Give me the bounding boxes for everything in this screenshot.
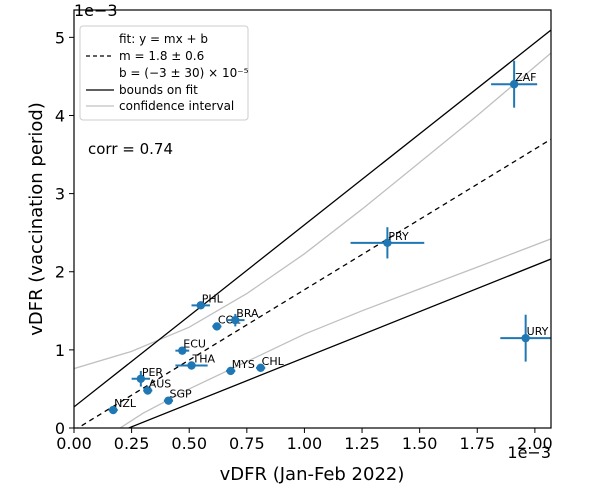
label-tha: THA	[192, 352, 216, 365]
x-tick-label-7: 1.75	[459, 434, 495, 453]
y-axis-label: vDFR (vaccination period)	[26, 102, 47, 336]
y-tick-label-1: 1	[55, 341, 65, 360]
x-tick-label-4: 1.00	[287, 434, 323, 453]
y-tick-label-0: 0	[55, 419, 65, 438]
label-ecu: ECU	[183, 338, 206, 351]
y-tick-label-4: 4	[55, 106, 65, 125]
x-tick-label-0: 0.00	[56, 434, 92, 453]
marker-pry	[383, 238, 392, 248]
marker-bra	[231, 315, 240, 325]
y-axis-ticks: 0 1 2 3 4 5	[55, 28, 74, 438]
x-tick-label-8: 2.00	[517, 434, 553, 453]
label-mys: MYS	[232, 358, 255, 371]
point-sgp: SGP	[163, 388, 192, 405]
x-tick-label-5: 1.25	[344, 434, 380, 453]
point-tha: THA	[175, 352, 216, 370]
marker-ury	[521, 333, 530, 343]
marker-col	[212, 322, 222, 331]
label-nzl: NZL	[114, 397, 137, 410]
legend-bounds-label: bounds on fit	[119, 83, 198, 97]
legend-slope: m = 1.8 ± 0.6	[119, 49, 204, 63]
x-axis-exponent: 1e−3	[507, 443, 551, 462]
label-zaf: ZAF	[515, 71, 536, 84]
fit-line	[76, 138, 551, 428]
fit-lines-layer	[74, 29, 551, 428]
point-chl: CHL	[256, 355, 285, 373]
x-tick-label-3: 0.75	[229, 434, 265, 453]
y-tick-label-3: 3	[55, 185, 65, 204]
point-aus: AUS	[143, 377, 172, 395]
x-tick-label-1: 0.25	[114, 434, 150, 453]
legend-confidence-label: confidence interval	[119, 99, 234, 113]
point-per: PER	[131, 366, 164, 387]
point-nzl: NZL	[108, 397, 137, 415]
marker-phl	[196, 301, 205, 310]
legend-fit-title: fit: y = mx + b	[119, 32, 208, 46]
correlation-annotation: corr = 0.74	[88, 140, 173, 158]
point-ury: URY	[500, 314, 551, 362]
marker-nzl	[108, 405, 118, 415]
marker-chl	[256, 363, 265, 373]
y-tick-label-5: 5	[55, 28, 65, 47]
confidence-interval-lower	[119, 238, 551, 428]
legend: fit: y = mx + b m = 1.8 ± 0.6 b = (−3 ± …	[79, 25, 249, 121]
marker-tha	[187, 361, 196, 370]
point-zaf: ZAF	[491, 60, 538, 108]
label-phl: PHL	[202, 292, 224, 305]
label-chl: CHL	[262, 355, 285, 368]
confidence-interval-upper	[74, 52, 551, 370]
x-tick-label-2: 0.50	[171, 434, 207, 453]
x-axis-ticks: 0.00 0.25 0.50 0.75 1.00 1.25 1.50 1.75 2.00	[56, 428, 553, 453]
upper-bound-line	[74, 29, 551, 408]
label-sgp: SGP	[169, 388, 192, 401]
lower-bound-line	[126, 258, 551, 428]
y-tick-label-2: 2	[55, 263, 65, 282]
point-phl: PHL	[191, 292, 224, 310]
point-bra: BRA	[226, 307, 259, 327]
legend-intercept: b = (−3 ± 30) × 10⁻⁵	[119, 66, 249, 80]
point-pry: PRY	[350, 227, 425, 259]
point-mys: MYS	[226, 358, 255, 376]
plot-frame	[73, 9, 552, 429]
point-ecu: ECU	[175, 338, 206, 355]
y-axis-exponent: 1e−3	[74, 1, 118, 20]
x-tick-label-6: 1.50	[402, 434, 438, 453]
marker-mys	[226, 366, 235, 376]
label-ury: URY	[527, 325, 549, 338]
label-aus: AUS	[149, 377, 172, 390]
marker-zaf	[509, 80, 519, 89]
legend-box	[79, 25, 249, 121]
x-axis-label: vDFR (Jan-Feb 2022)	[220, 464, 405, 485]
label-pry: PRY	[388, 230, 409, 243]
marker-per	[136, 374, 146, 383]
marker-ecu	[178, 346, 187, 355]
marker-sgp	[164, 396, 173, 405]
label-bra: BRA	[236, 307, 259, 320]
label-per: PER	[142, 366, 164, 379]
marker-aus	[143, 386, 152, 395]
